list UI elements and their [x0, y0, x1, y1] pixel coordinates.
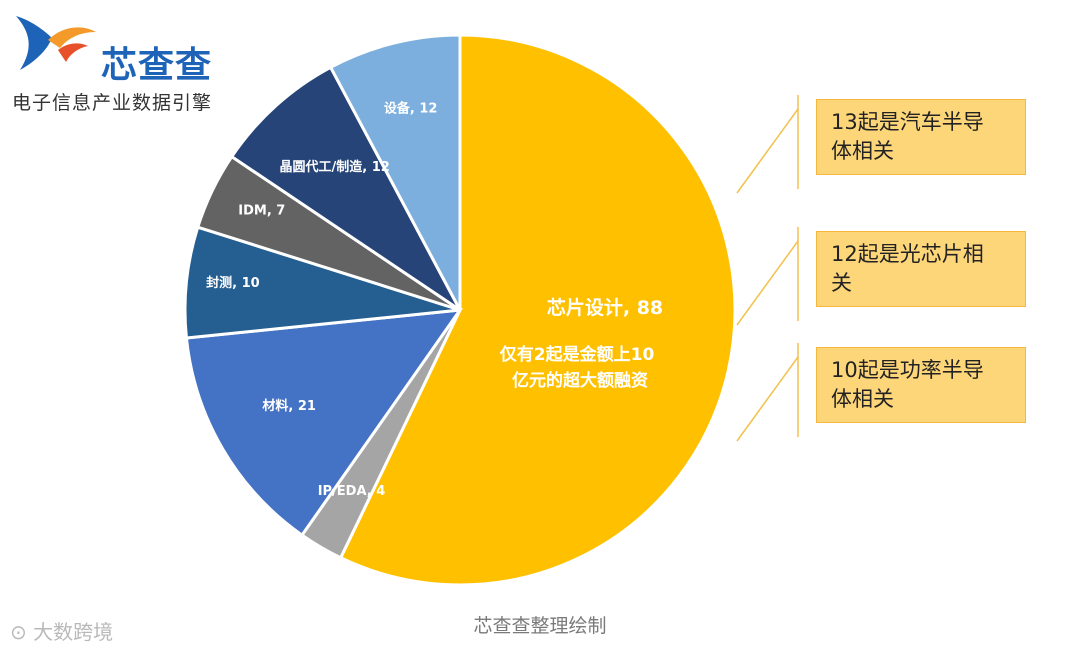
pie-slice-5 — [229, 65, 462, 312]
slice-label-2: 材料, 21 — [262, 398, 316, 414]
note-optical-chip: 12起是光芯片相 关 — [816, 231, 1026, 307]
pie-slice-3 — [183, 225, 461, 340]
source-credit: 芯查查整理绘制 — [473, 615, 607, 637]
slice-label-3: 封测, 10 — [206, 275, 260, 291]
slice-label-0: 芯片设计, 88 — [547, 296, 663, 319]
annotation-line-1: 仅有2起是金额上10 — [499, 344, 655, 365]
slice-label-1: IP/EDA, 4 — [318, 484, 386, 499]
chart-annotation: 仅有2起是金额上10 亿元的超大额融资 — [499, 344, 660, 391]
logo-mark-icon — [16, 16, 96, 70]
callout-line-0 — [736, 108, 799, 194]
watermark: ⊙ 大数跨境 — [10, 616, 113, 645]
pie-labels: 芯片设计, 88 IP/EDA, 4 材料, 21 封测, 10 IDM, 7 晶圆代工/… — [206, 101, 663, 499]
annotation-line-2: 亿元的超大额融资 — [512, 370, 648, 391]
watermark-logo-icon: ⊙ — [10, 620, 34, 644]
brand-tagline: 电子信息产业数据引擎 — [12, 92, 213, 114]
callout-lines — [736, 95, 799, 442]
note-line: 关 — [831, 271, 852, 295]
watermark-text: 大数跨境 — [33, 620, 114, 644]
logo: 芯查查 电子信息产业数据引擎 — [8, 8, 238, 118]
note-auto-semiconductor: 13起是汽车半导 体相关 — [816, 99, 1026, 175]
callout-line-2 — [736, 356, 799, 442]
pie-slices — [183, 33, 737, 587]
note-line: 体相关 — [831, 387, 894, 411]
note-line: 12起是光芯片相 — [831, 242, 984, 266]
callout-line-1 — [736, 240, 799, 326]
slice-label-4: IDM, 7 — [238, 204, 285, 219]
note-power-semiconductor: 10起是功率半导 体相关 — [816, 347, 1026, 423]
pie-slice-0 — [338, 33, 737, 587]
note-line: 10起是功率半导 — [831, 358, 984, 382]
slice-label-6: 设备, 12 — [384, 101, 438, 117]
slice-label-5: 晶圆代工/制造, 12 — [280, 159, 390, 175]
brand-name: 芯查查 — [101, 45, 213, 86]
pie-slice-6 — [328, 33, 462, 311]
pie-slice-2 — [184, 308, 464, 538]
note-line: 体相关 — [831, 139, 894, 163]
note-line: 13起是汽车半导 — [831, 110, 984, 134]
